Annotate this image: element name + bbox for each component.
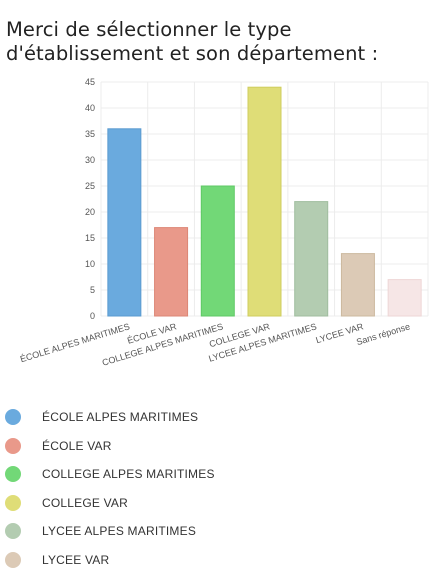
y-tick-label: 40	[85, 103, 95, 113]
legend-swatch	[5, 409, 21, 425]
y-tick-label: 45	[85, 77, 95, 87]
x-tick-label: Sans réponse	[355, 321, 411, 347]
legend-swatch	[5, 552, 21, 568]
y-tick-label: 10	[85, 259, 95, 269]
bar	[200, 185, 235, 317]
y-tick-label: 35	[85, 129, 95, 139]
legend-label: LYCEE VAR	[42, 553, 110, 567]
y-tick-label: 0	[90, 311, 95, 321]
legend-label: COLLEGE ALPES MARITIMES	[42, 467, 215, 481]
legend-label: LYCEE ALPES MARITIMES	[42, 524, 197, 538]
y-tick-label: 25	[85, 181, 95, 191]
bar	[107, 128, 142, 317]
bar	[154, 227, 189, 317]
y-tick-label: 5	[90, 285, 95, 295]
bar	[247, 86, 282, 317]
legend-label: COLLEGE VAR	[42, 496, 129, 510]
legend-label: ÉCOLE VAR	[42, 439, 112, 453]
y-tick-label: 15	[85, 233, 95, 243]
question-title: Merci de sélectionner le type d'établiss…	[6, 18, 379, 65]
bar	[340, 253, 375, 317]
legend-label: ÉCOLE ALPES MARITIMES	[42, 410, 199, 424]
legend-swatch	[5, 466, 21, 482]
legend-swatch	[5, 523, 21, 539]
y-tick-label: 20	[85, 207, 95, 217]
bar	[387, 279, 422, 317]
legend-swatch	[5, 438, 21, 454]
bar	[294, 201, 329, 317]
legend-swatch	[5, 495, 21, 511]
y-tick-label: 30	[85, 155, 95, 165]
